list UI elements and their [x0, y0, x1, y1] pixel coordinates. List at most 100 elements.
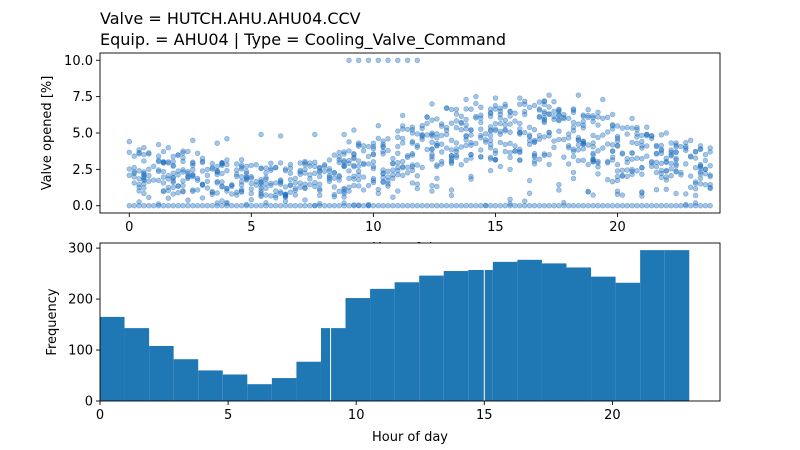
scatter-point: [502, 117, 508, 124]
scatter-point: [341, 194, 347, 200]
scatter-point: [707, 145, 713, 151]
scatter-point: [468, 176, 474, 182]
scatter-point: [644, 203, 650, 209]
scatter-point: [517, 157, 523, 163]
scatter-point: [175, 183, 181, 189]
scatter-point: [702, 203, 709, 209]
scatter-point: [199, 159, 206, 166]
scatter-point: [419, 125, 425, 132]
scatter-point: [609, 179, 616, 185]
histogram-y-axis-label: Frequency: [45, 288, 60, 355]
scatter-point: [146, 151, 152, 157]
scatter-point: [595, 148, 601, 154]
scatter-point: [155, 153, 162, 159]
scatter-point: [131, 153, 137, 159]
scatter-point: [634, 168, 640, 174]
scatter-point: [346, 168, 352, 174]
scatter-point: [434, 131, 440, 137]
scatter-point: [292, 175, 298, 182]
scatter-points: [126, 57, 713, 209]
scatter-point: [243, 163, 250, 170]
scatter-point: [170, 178, 176, 184]
scatter-point: [204, 178, 211, 185]
scatter-point: [595, 171, 601, 177]
scatter-point: [595, 203, 601, 209]
scatter-point: [229, 182, 235, 188]
scatter-point: [478, 115, 484, 121]
scatter-point: [317, 201, 323, 207]
scatter-point: [595, 109, 601, 116]
scatter-point: [619, 203, 626, 209]
scatter-point: [370, 163, 377, 170]
scatter-point: [141, 173, 147, 179]
scatter-point: [497, 131, 503, 137]
histogram-bar: [173, 359, 199, 401]
scatter-point: [307, 163, 313, 169]
scatter-point: [317, 168, 323, 174]
scatter-point: [346, 160, 352, 167]
scatter-point: [282, 191, 289, 198]
scatter-point: [321, 162, 328, 168]
scatter-point: [238, 182, 245, 188]
scatter-point: [678, 169, 684, 176]
scatter-point: [517, 126, 523, 132]
scatter-point: [492, 150, 499, 157]
scatter-point: [546, 104, 552, 110]
scatter-point: [653, 142, 660, 149]
scatter-point: [190, 162, 196, 169]
scatter-point: [614, 135, 621, 142]
scatter-point: [419, 203, 425, 209]
scatter-point: [346, 57, 352, 63]
scatter-point: [395, 172, 401, 178]
scatter-point: [370, 152, 377, 158]
scatter-point: [614, 168, 621, 174]
scatter-point: [517, 101, 523, 108]
scatter-point: [483, 139, 489, 145]
scatter-point: [370, 177, 377, 184]
scatter-point: [541, 118, 547, 124]
scatter-point: [556, 108, 562, 115]
scatter-point: [258, 188, 264, 194]
x-tick-label: 0: [125, 220, 133, 235]
scatter-point: [590, 118, 596, 125]
scatter-point: [199, 203, 206, 209]
scatter-point: [170, 203, 176, 209]
scatter-point: [263, 176, 269, 182]
scatter-point: [429, 117, 435, 123]
scatter-point: [234, 173, 240, 180]
scatter-point: [400, 126, 406, 132]
scatter-point: [160, 180, 167, 186]
scatter-point: [160, 160, 167, 166]
scatter-point: [565, 143, 572, 149]
scatter-point: [380, 167, 386, 173]
scatter-point: [360, 174, 367, 180]
scatter-point: [531, 126, 538, 133]
scatter-point: [434, 162, 440, 168]
scatter-point: [521, 203, 528, 209]
scatter-point: [365, 143, 372, 150]
scatter-point: [590, 140, 596, 146]
scatter-point: [317, 164, 323, 171]
scatter-point: [590, 203, 596, 209]
scatter-point: [687, 137, 694, 144]
scatter-point: [258, 190, 264, 196]
scatter-point: [238, 179, 245, 185]
scatter-point: [307, 172, 313, 178]
scatter-point: [409, 162, 416, 168]
scatter-point: [341, 189, 347, 195]
scatter-point: [443, 131, 450, 138]
scatter-point: [263, 165, 269, 171]
scatter-point: [561, 154, 567, 160]
scatter-point: [297, 184, 303, 190]
scatter-point: [458, 113, 464, 120]
scatter-point: [702, 182, 709, 188]
scatter-point: [258, 193, 264, 200]
scatter-point: [258, 165, 264, 171]
scatter-point: [385, 203, 391, 209]
scatter-point: [409, 167, 416, 174]
scatter-point: [648, 159, 655, 165]
scatter-point: [575, 137, 582, 143]
scatter-point: [507, 166, 513, 173]
scatter-point: [634, 131, 640, 137]
scatter-point: [487, 127, 494, 133]
